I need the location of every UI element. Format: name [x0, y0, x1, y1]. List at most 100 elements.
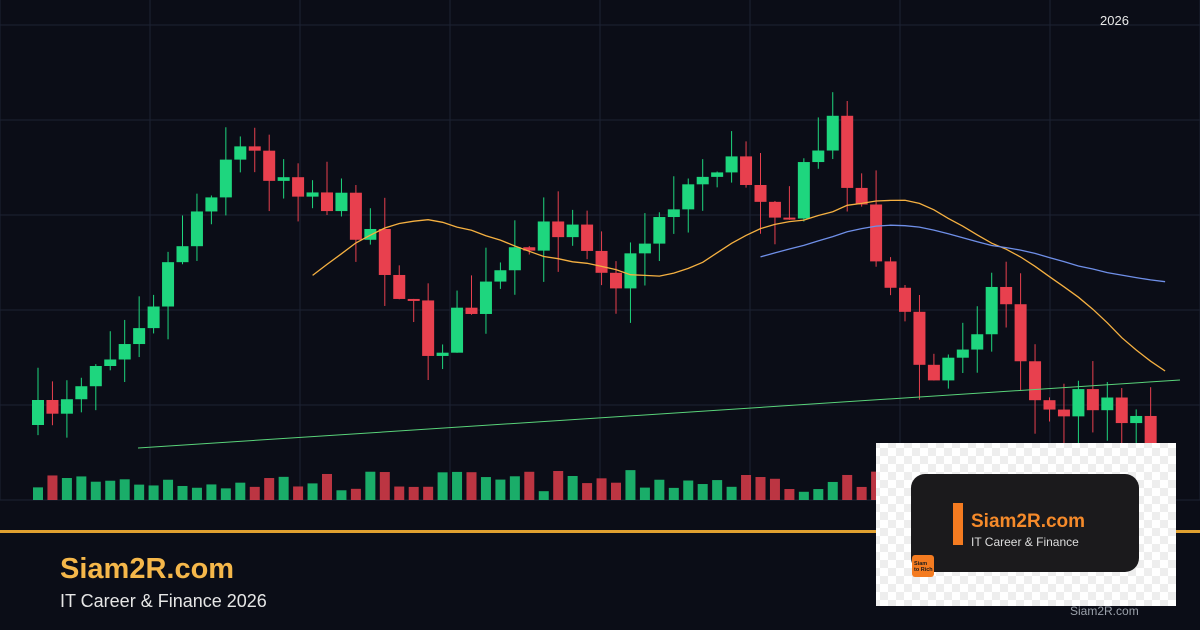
volume-bar	[206, 484, 217, 500]
candle	[75, 386, 88, 400]
logo-card	[911, 474, 1139, 572]
volume-bar	[163, 479, 174, 500]
candle	[349, 192, 362, 240]
volume-bar	[712, 480, 723, 500]
candle	[740, 156, 753, 185]
candle	[855, 187, 868, 205]
candle	[508, 247, 521, 271]
candle	[711, 172, 724, 177]
candle	[523, 247, 536, 251]
candle	[321, 192, 333, 212]
candle	[1130, 415, 1143, 424]
volume-bar	[567, 475, 578, 500]
candle	[682, 184, 695, 210]
moving-average	[760, 224, 1166, 283]
volume-bar	[322, 473, 332, 500]
candle	[1144, 415, 1157, 449]
logo-panel: Siam2R.com IT Career & Finance Siam to R…	[876, 443, 1176, 606]
candle	[436, 352, 449, 356]
candle	[277, 177, 290, 181]
candle	[638, 243, 651, 254]
candle	[234, 146, 247, 160]
volume-bar	[336, 490, 347, 500]
candle	[1086, 389, 1099, 411]
trend-line	[137, 379, 1181, 449]
candle	[147, 306, 160, 329]
volume-bar	[350, 488, 361, 500]
volume-bar	[47, 475, 58, 500]
volume-bar	[293, 486, 304, 500]
volume-bar	[408, 486, 419, 500]
volume-bar	[235, 482, 246, 500]
candle	[884, 261, 897, 288]
moving-average	[312, 199, 1166, 372]
logo-bar	[953, 503, 963, 545]
candle	[581, 224, 594, 251]
volume-bar	[842, 474, 853, 500]
volume-bar	[625, 470, 636, 500]
candle	[696, 176, 709, 185]
volume-bar	[769, 478, 780, 500]
candle	[971, 334, 984, 350]
volume-bar	[249, 486, 260, 500]
candle	[422, 300, 435, 356]
candle	[1029, 361, 1042, 401]
candle	[335, 192, 348, 212]
candle	[451, 307, 464, 353]
candle	[653, 217, 666, 244]
candle	[393, 274, 406, 299]
volume-bar	[177, 485, 188, 500]
watermark: Siam2R.com	[1070, 604, 1139, 618]
volume-bar	[264, 478, 275, 500]
logo-icon	[912, 555, 934, 577]
volume-bar	[220, 488, 231, 500]
candle	[479, 281, 492, 314]
candle	[1115, 397, 1128, 424]
candle	[306, 192, 319, 197]
candle	[364, 228, 377, 240]
candle	[927, 364, 940, 381]
candle	[60, 399, 73, 414]
volume-bar	[379, 472, 390, 500]
candle	[1014, 304, 1027, 362]
brand-title: Siam2R.com	[60, 553, 234, 585]
volume-bar	[538, 491, 549, 500]
candle	[754, 184, 767, 202]
volume-bar	[755, 477, 766, 500]
volume-bar	[61, 478, 72, 500]
candle	[494, 270, 507, 282]
brand-subtitle: IT Career & Finance 2026	[60, 591, 267, 611]
candle	[1072, 389, 1085, 417]
volume-bar	[741, 474, 752, 500]
logo-title: Siam2R.com	[971, 511, 1085, 532]
candle	[133, 328, 146, 345]
candle	[407, 298, 420, 301]
candle	[465, 307, 478, 314]
volume-bar	[480, 477, 491, 500]
volume-bar	[639, 487, 650, 500]
volume-bar	[697, 484, 708, 500]
volume-bar	[611, 482, 621, 500]
candle	[552, 221, 565, 238]
candle	[768, 201, 781, 218]
volume-bar	[33, 487, 43, 500]
volume-bar	[524, 471, 535, 500]
candle	[610, 272, 622, 289]
candle	[667, 209, 680, 218]
volume-bar	[553, 471, 564, 500]
volume-bar	[784, 489, 795, 500]
candle	[162, 262, 175, 307]
candle	[797, 162, 810, 219]
candle	[841, 115, 854, 188]
logo-icon-text: Siam	[914, 561, 927, 567]
volume-bar	[134, 484, 145, 500]
candle	[248, 146, 261, 151]
candle	[826, 115, 839, 151]
divider	[0, 530, 1200, 533]
candle	[956, 349, 969, 358]
candle	[118, 344, 131, 360]
candle	[219, 159, 232, 198]
candle	[46, 400, 59, 414]
volume-bar	[798, 491, 809, 500]
